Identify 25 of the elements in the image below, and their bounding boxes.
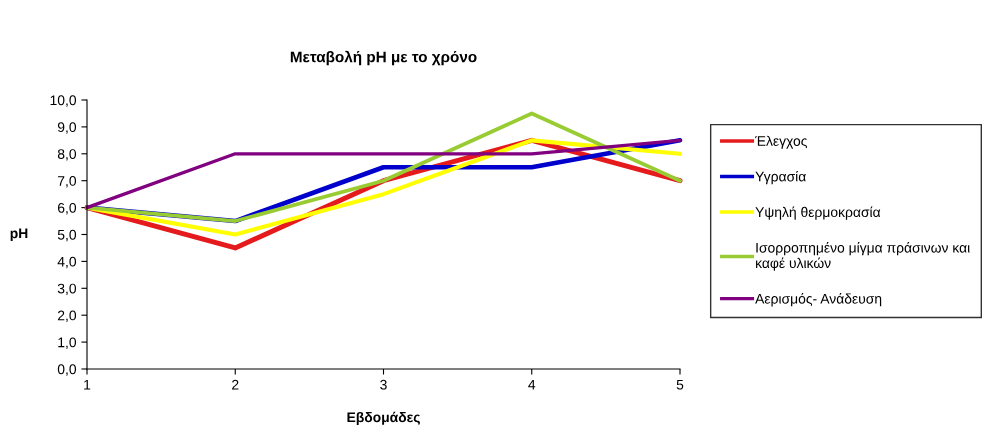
y-tick-label: 9,0: [57, 122, 77, 134]
legend-label: Έλεγχος: [755, 135, 807, 149]
y-tick-label: 5,0: [57, 229, 77, 242]
x-tick-label: 1: [84, 379, 91, 390]
x-tick-label: 4: [528, 379, 536, 390]
legend-label: Ισορροπημένο μίγμα πράσινων και καφέ υλικών: [756, 242, 970, 271]
y-tick-label: 7,0: [57, 176, 77, 188]
y-tick-label: 0,0: [57, 364, 77, 376]
legend-label: Υγρασία: [755, 170, 806, 185]
y-tick-label: 3,0: [57, 283, 77, 296]
chart-title: Μεταβολή pH με το χρόνο: [290, 50, 477, 66]
y-tick-label: 6,0: [57, 202, 77, 215]
y-axis-title: pH: [10, 228, 28, 241]
y-tick-label: 1,0: [58, 337, 77, 349]
legend-label: Αερισμός- Ανάδευση: [755, 293, 882, 307]
x-axis-title: Εβδομάδες: [347, 411, 420, 425]
y-tick-label: 4,0: [57, 256, 77, 269]
line-series: [85, 111, 682, 223]
legend-label: Υψηλή θερμοκρασία: [755, 206, 881, 220]
y-tick-label: 2,0: [57, 310, 77, 323]
y-tick-label: 10,0: [50, 95, 77, 107]
x-tick-label: 2: [232, 379, 239, 390]
x-tick-label: 3: [380, 379, 387, 390]
x-tick-label: 5: [676, 379, 684, 390]
y-tick-label: 8,0: [57, 149, 77, 161]
